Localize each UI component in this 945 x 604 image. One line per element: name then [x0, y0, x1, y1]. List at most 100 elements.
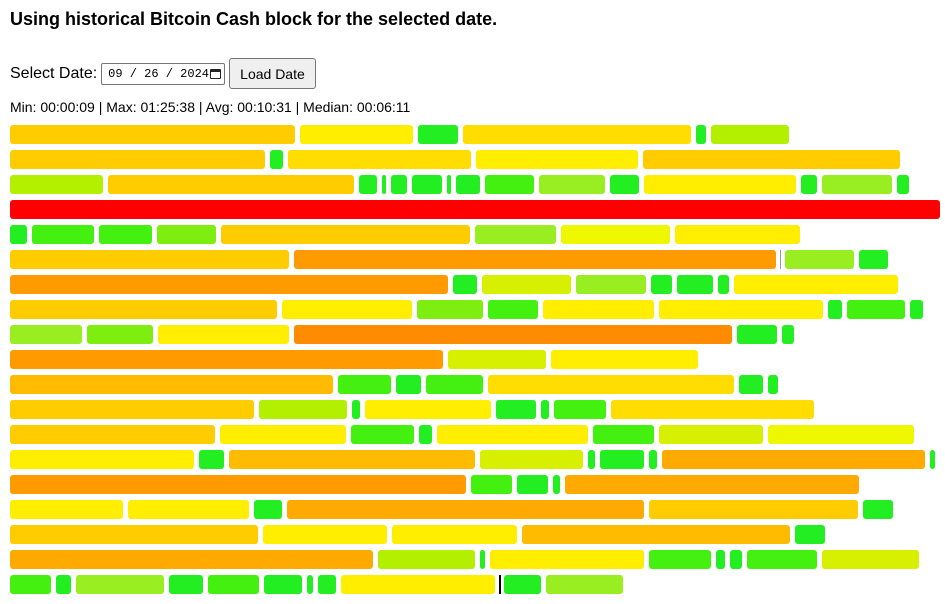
- block-segment: [341, 575, 495, 594]
- block-segment: [517, 475, 548, 494]
- block-cursor: [499, 575, 501, 594]
- block-segment: [287, 500, 644, 519]
- block-segment: [795, 525, 825, 544]
- block-segment: [157, 225, 216, 244]
- block-segment: [263, 525, 387, 544]
- block-segment: [739, 375, 763, 394]
- block-time-stats: Min: 00:00:09 | Max: 01:25:38 | Avg: 00:…: [10, 99, 411, 115]
- block-segment: [378, 550, 475, 569]
- select-date-label: Select Date:: [10, 64, 98, 82]
- block-segment: [254, 500, 282, 519]
- block-marker: [780, 250, 781, 269]
- block-segment: [76, 575, 164, 594]
- block-segment: [785, 250, 854, 269]
- block-segment: [396, 375, 421, 394]
- block-segment: [419, 425, 432, 444]
- block-segment: [392, 525, 517, 544]
- block-segment: [897, 175, 909, 194]
- block-segment: [718, 275, 729, 294]
- block-segment: [294, 325, 732, 344]
- block-segment: [539, 175, 605, 194]
- block-segment: [716, 550, 725, 569]
- block-segment: [10, 450, 194, 469]
- block-segment: [482, 275, 571, 294]
- block-segment: [551, 350, 698, 369]
- block-segment: [264, 575, 302, 594]
- block-segment: [10, 500, 123, 519]
- block-segment: [447, 175, 451, 194]
- block-segment: [863, 500, 893, 519]
- block-segment: [10, 325, 82, 344]
- block-segment: [711, 125, 789, 144]
- block-segment: [10, 275, 448, 294]
- block-segment: [453, 275, 477, 294]
- block-segment: [307, 575, 313, 594]
- block-segment: [158, 325, 289, 344]
- block-segment: [359, 175, 377, 194]
- block-segment: [417, 300, 483, 319]
- block-segment: [822, 175, 892, 194]
- block-segment: [208, 575, 259, 594]
- block-segment: [56, 575, 71, 594]
- block-segment: [448, 350, 546, 369]
- block-segment: [10, 250, 289, 269]
- block-segment: [782, 325, 794, 344]
- block-segment: [480, 550, 485, 569]
- block-segment: [351, 425, 414, 444]
- block-segment: [199, 450, 224, 469]
- block-segment: [659, 425, 763, 444]
- block-segment: [649, 500, 858, 519]
- block-segment: [10, 125, 295, 144]
- block-segment: [662, 450, 925, 469]
- block-segment: [546, 575, 623, 594]
- block-segment: [10, 225, 27, 244]
- block-segment: [643, 150, 900, 169]
- block-segment: [10, 350, 443, 369]
- block-segment: [437, 425, 588, 444]
- block-segment: [391, 175, 407, 194]
- block-segment: [288, 150, 471, 169]
- block-segment: [365, 400, 491, 419]
- load-date-button[interactable]: Load Date: [229, 58, 316, 89]
- block-segment: [588, 450, 595, 469]
- block-segment: [859, 250, 888, 269]
- block-segment: [651, 275, 672, 294]
- block-segment: [847, 300, 905, 319]
- block-segment: [300, 125, 413, 144]
- block-segment: [737, 325, 777, 344]
- block-segment: [221, 225, 470, 244]
- block-segment: [561, 225, 670, 244]
- block-segment: [259, 400, 347, 419]
- block-segment: [565, 475, 859, 494]
- calendar-icon[interactable]: [210, 68, 222, 79]
- block-segment: [229, 450, 475, 469]
- block-segment: [10, 425, 215, 444]
- block-segment: [318, 575, 336, 594]
- block-segment: [463, 125, 691, 144]
- block-segment: [801, 175, 817, 194]
- block-segment: [543, 300, 654, 319]
- block-segment: [734, 275, 898, 294]
- date-input[interactable]: 09 / 26 / 2024: [101, 62, 226, 85]
- block-segment: [730, 550, 742, 569]
- block-segment: [426, 375, 483, 394]
- block-segment: [768, 375, 778, 394]
- block-segment: [471, 475, 512, 494]
- block-segment: [128, 500, 249, 519]
- block-segment: [10, 400, 254, 419]
- block-segment: [220, 425, 346, 444]
- block-segment: [418, 125, 458, 144]
- block-segment: [10, 150, 265, 169]
- block-segment: [610, 175, 639, 194]
- block-segment: [10, 175, 103, 194]
- block-segment: [382, 175, 386, 194]
- block-segment: [412, 175, 442, 194]
- block-segment: [485, 175, 534, 194]
- block-segment: [649, 550, 711, 569]
- block-segment: [677, 275, 713, 294]
- block-segment: [475, 225, 556, 244]
- block-segment: [496, 400, 536, 419]
- block-segment: [554, 400, 606, 419]
- block-segment: [169, 575, 203, 594]
- page-title: Using historical Bitcoin Cash block for …: [10, 9, 498, 29]
